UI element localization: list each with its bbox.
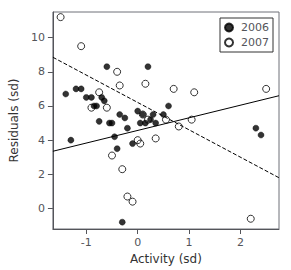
svg-text:2007: 2007	[241, 36, 269, 49]
svg-text:1: 1	[186, 236, 193, 249]
svg-text:Activity (sd): Activity (sd)	[130, 252, 202, 266]
svg-text:8: 8	[38, 65, 45, 78]
svg-text:0: 0	[38, 202, 45, 215]
svg-text:10: 10	[31, 31, 45, 44]
svg-text:4: 4	[38, 134, 45, 147]
svg-text:Residuals (sd): Residuals (sd)	[7, 79, 21, 163]
svg-text:0: 0	[134, 236, 141, 249]
svg-text:2006: 2006	[241, 21, 269, 34]
svg-text:6: 6	[38, 99, 45, 112]
svg-text:2: 2	[237, 236, 244, 249]
svg-text:-1: -1	[81, 236, 92, 249]
svg-text:2: 2	[38, 168, 45, 181]
